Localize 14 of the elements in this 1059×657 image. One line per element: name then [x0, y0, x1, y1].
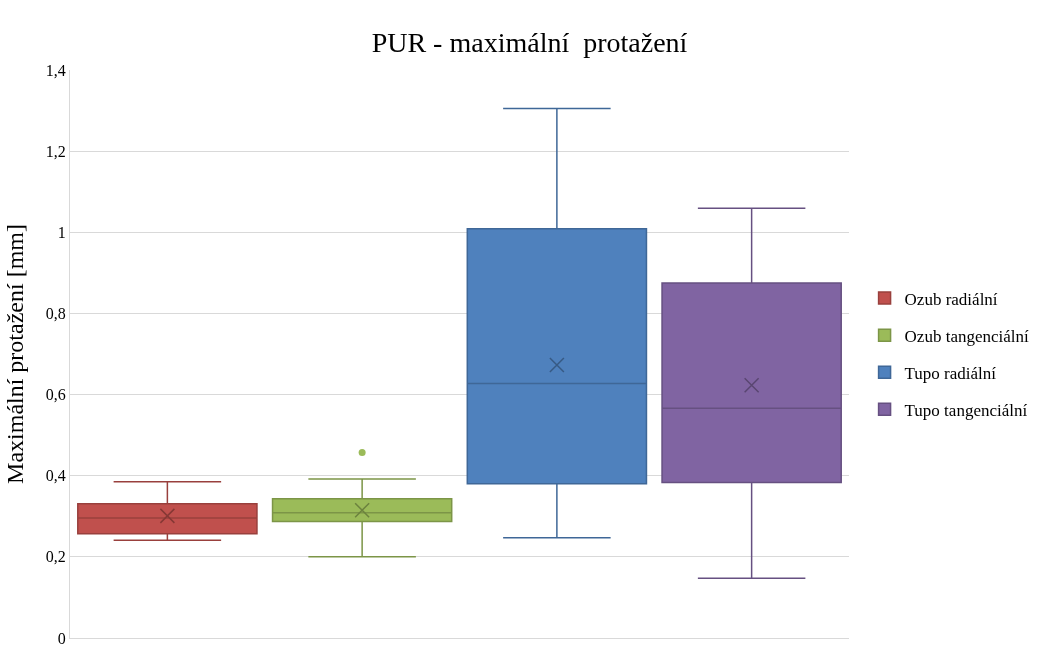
legend-label: Ozub radiální	[904, 289, 998, 309]
legend-label: Tupo radiální	[904, 363, 997, 383]
y-axis-title: Maximální protažení [mm]	[1, 224, 28, 484]
y-tick-label: 0,2	[45, 548, 66, 566]
legend-label: Tupo tangenciální	[904, 400, 1028, 420]
y-tick-label: 1,4	[45, 61, 66, 79]
y-tick-label: 0,8	[45, 305, 66, 323]
y-tick-label: 0	[57, 629, 66, 647]
legend-label: Ozub tangenciální	[904, 326, 1029, 346]
y-tick-label: 1,2	[45, 142, 66, 160]
chart-title: PUR - maximální protažení	[371, 27, 688, 59]
y-tick-label: 0,4	[45, 467, 66, 485]
y-tick-label: 1	[57, 223, 66, 241]
y-tick-label: 0,6	[45, 386, 66, 404]
